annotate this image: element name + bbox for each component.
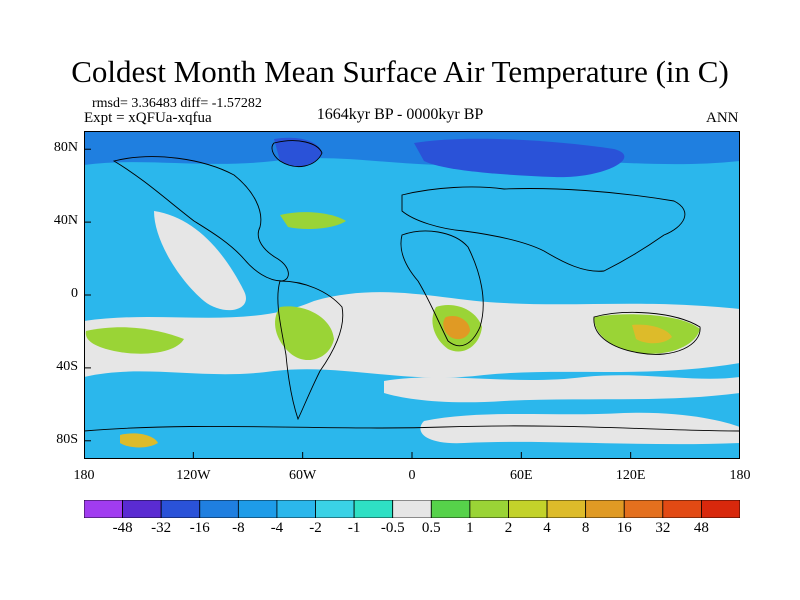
x-tick-label: 180 <box>729 468 751 483</box>
colorbar-segment <box>701 500 740 518</box>
page-title: Coldest Month Mean Surface Air Temperatu… <box>71 54 729 89</box>
colorbar-label: -4 <box>270 520 284 536</box>
y-tick-label: 40N <box>53 213 78 229</box>
season-label: ANN <box>706 110 739 126</box>
southern-neutral-band <box>384 375 740 403</box>
colorbar-label: 16 <box>616 520 632 536</box>
antarctic-warm-patch <box>120 433 158 448</box>
south-america-warm <box>275 306 334 361</box>
colorbar-segment <box>662 500 702 518</box>
colorbar-segment <box>508 500 548 518</box>
colorbar-label: -1 <box>347 520 361 536</box>
x-tick-label: 60E <box>510 468 533 483</box>
colorbar-label: -8 <box>232 520 245 536</box>
south-pacific-warm <box>85 327 184 354</box>
colorbar-segment <box>392 500 432 518</box>
colorbar-label: -0.5 <box>380 520 405 536</box>
arctic-cold-region <box>84 131 740 165</box>
x-tick-label: 180 <box>73 468 95 483</box>
colorbar <box>84 500 740 518</box>
x-tick-label: 120E <box>615 468 646 483</box>
y-tick-label: 0 <box>71 286 78 301</box>
colorbar-segment <box>469 500 509 518</box>
greenland-cold-region <box>274 137 322 167</box>
colorbar-segment <box>276 500 316 518</box>
colorbar-segment <box>315 500 355 518</box>
temperature-map <box>84 131 740 459</box>
x-tick-label: 120W <box>176 468 211 483</box>
australia-hot <box>632 324 672 344</box>
colorbar-label: 2 <box>504 520 513 536</box>
colorbar-segment <box>237 500 278 518</box>
y-tick-label: 40S <box>56 358 78 374</box>
colorbar-segment <box>122 500 162 518</box>
colorbar-label: 1 <box>466 520 474 536</box>
colorbar-label: -2 <box>309 520 322 536</box>
colorbar-segment <box>353 500 394 518</box>
colorbar-label: 4 <box>543 520 551 536</box>
stats-label: rmsd= 3.36483 diff= -1.57282 <box>92 96 262 111</box>
axis-ticks <box>84 148 740 459</box>
north-atlantic-warm <box>280 212 346 229</box>
colorbar-segment <box>160 500 201 518</box>
colorbar-label: 8 <box>581 520 590 536</box>
y-tick-label: 80S <box>56 431 78 447</box>
x-tick-label: 60W <box>289 468 317 483</box>
period-label: 1664kyr BP - 0000kyr BP <box>316 106 484 123</box>
antarctic-neutral-region <box>420 412 740 445</box>
southern-africa-hot <box>443 315 470 340</box>
colorbar-label: 32 <box>655 520 671 536</box>
coastlines <box>84 140 740 432</box>
colorbar-label: -16 <box>189 520 210 536</box>
x-tick-label: 0 <box>408 468 416 483</box>
colorbar-label: 48 <box>693 520 709 536</box>
siberia-cold-region <box>414 138 625 178</box>
colorbar-label: 0.5 <box>421 520 441 536</box>
tropical-neutral-band <box>84 292 740 378</box>
colorbar-segment <box>84 500 123 518</box>
experiment-label: Expt = xQFUa-xqfua <box>84 110 212 126</box>
pacific-neutral-tongue <box>154 211 246 311</box>
colorbar-label: -32 <box>151 520 172 536</box>
colorbar-label: -48 <box>112 520 133 536</box>
y-tick-label: 80N <box>53 140 78 156</box>
colorbar-segment <box>430 500 471 518</box>
colorbar-segment <box>546 500 587 518</box>
colorbar-segment <box>199 500 239 518</box>
colorbar-segment <box>623 500 664 518</box>
colorbar-segment <box>585 500 625 518</box>
